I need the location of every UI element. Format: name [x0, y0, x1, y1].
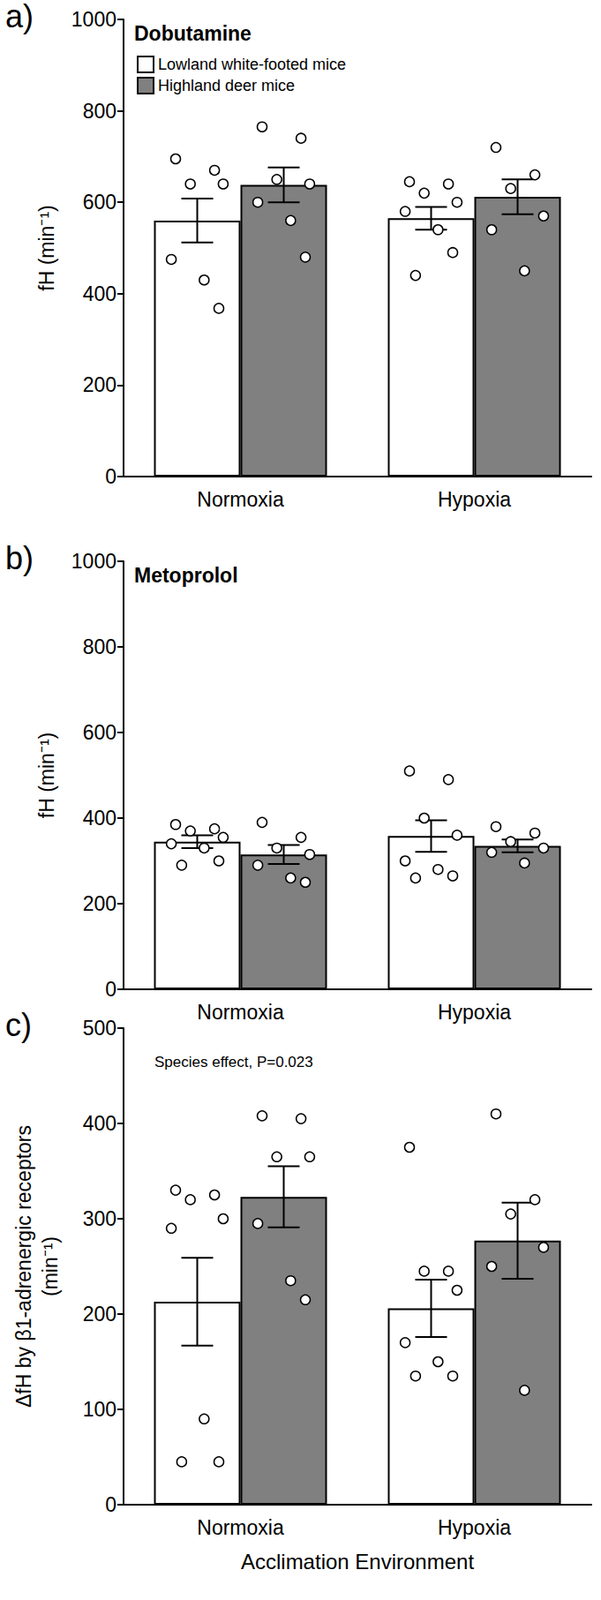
svg-text:400: 400 — [82, 1111, 117, 1135]
svg-text:0: 0 — [105, 977, 117, 1001]
svg-text:Normoxia: Normoxia — [196, 1000, 285, 1024]
svg-text:1000: 1000 — [71, 7, 117, 31]
svg-text:200: 200 — [82, 1302, 117, 1326]
svg-text:800: 800 — [82, 99, 117, 123]
svg-text:fH (min⁻¹): fH (min⁻¹) — [35, 732, 59, 819]
svg-text:fH (min⁻¹): fH (min⁻¹) — [35, 204, 59, 291]
svg-text:500: 500 — [82, 1016, 117, 1040]
svg-text:Lowland white-footed mice: Lowland white-footed mice — [157, 55, 346, 74]
svg-text:Hypoxia: Hypoxia — [437, 1516, 511, 1540]
svg-text:Metoprolol: Metoprolol — [134, 563, 239, 587]
svg-text:b): b) — [5, 540, 34, 577]
svg-text:c): c) — [5, 1006, 32, 1044]
svg-text:400: 400 — [82, 806, 117, 830]
svg-text:0: 0 — [105, 1493, 117, 1517]
svg-text:(min⁻¹): (min⁻¹) — [38, 1236, 62, 1297]
svg-text:ΔfH by β1-adrenergic receptors: ΔfH by β1-adrenergic receptors — [12, 1125, 36, 1408]
svg-text:Acclimation Environment: Acclimation Environment — [240, 1549, 474, 1574]
svg-text:1000: 1000 — [71, 549, 117, 573]
svg-text:300: 300 — [82, 1207, 117, 1231]
svg-text:800: 800 — [82, 635, 117, 659]
svg-text:200: 200 — [82, 373, 117, 397]
svg-text:600: 600 — [82, 721, 117, 744]
svg-text:Normoxia: Normoxia — [196, 488, 285, 511]
svg-text:600: 600 — [82, 190, 117, 214]
svg-text:Species effect, P=0.023: Species effect, P=0.023 — [154, 1053, 314, 1071]
svg-text:0: 0 — [105, 465, 117, 489]
svg-text:Normoxia: Normoxia — [196, 1516, 285, 1540]
svg-text:400: 400 — [82, 282, 117, 306]
svg-text:Highland deer mice: Highland deer mice — [157, 76, 295, 95]
svg-text:Hypoxia: Hypoxia — [437, 488, 511, 511]
svg-text:Hypoxia: Hypoxia — [437, 1000, 511, 1024]
svg-text:Dobutamine: Dobutamine — [134, 22, 252, 46]
svg-text:a): a) — [5, 0, 34, 35]
svg-text:100: 100 — [82, 1397, 117, 1421]
svg-text:200: 200 — [82, 892, 117, 916]
